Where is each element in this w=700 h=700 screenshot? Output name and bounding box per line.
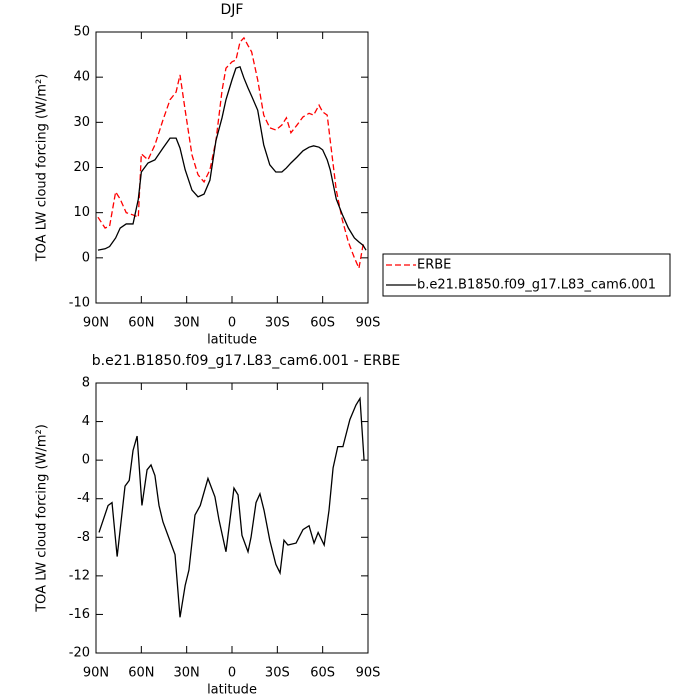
y-tick-label: 0 <box>82 453 90 468</box>
x-tick-label: 60N <box>128 316 154 331</box>
plot-frame <box>95 382 369 654</box>
x-tick-label: 90S <box>356 316 381 331</box>
y-tick-label: -16 <box>69 607 90 622</box>
y-tick-label: 10 <box>73 205 90 220</box>
chart-title: b.e21.B1850.f09_g17.L83_cam6.001 - ERBE <box>92 353 400 369</box>
data-line <box>97 65 367 251</box>
y-tick-label: -10 <box>69 296 90 311</box>
y-tick-label: -12 <box>69 568 90 583</box>
x-axis-label: latitude <box>207 683 257 698</box>
x-tick-label: 30S <box>265 316 290 331</box>
legend-label: ERBE <box>417 258 451 273</box>
y-tick-label: -20 <box>69 646 90 661</box>
plot-frame <box>95 31 369 304</box>
x-tick-label: 30N <box>174 666 200 681</box>
x-axis-label: latitude <box>207 333 257 348</box>
x-tick-label: 30N <box>174 316 200 331</box>
x-tick-label: 0 <box>228 316 236 331</box>
x-tick-label: 0 <box>228 666 236 681</box>
y-tick-label: 4 <box>82 414 90 429</box>
y-axis-label: TOA LW cloud forcing (W/m²) <box>35 74 50 263</box>
y-tick-label: 30 <box>73 115 90 130</box>
y-tick-label: 50 <box>73 25 90 40</box>
y-tick-label: 20 <box>73 160 90 175</box>
y-axis-label: TOA LW cloud forcing (W/m²) <box>35 424 50 613</box>
x-tick-label: 90S <box>356 666 381 681</box>
x-tick-label: 60S <box>310 666 335 681</box>
chart-title: DJF <box>221 2 244 18</box>
y-tick-label: 40 <box>73 70 90 85</box>
data-line <box>98 396 365 618</box>
y-tick-label: 8 <box>82 376 90 391</box>
legend-label: b.e21.B1850.f09_g17.L83_cam6.001 <box>417 278 656 293</box>
x-tick-label: 60N <box>128 666 154 681</box>
y-tick-label: 0 <box>82 250 90 265</box>
y-tick-label: -4 <box>77 491 90 506</box>
y-tick-label: -8 <box>77 530 90 545</box>
x-tick-label: 90N <box>83 666 109 681</box>
x-tick-label: 90N <box>83 316 109 331</box>
data-line <box>97 36 367 271</box>
legend-box <box>382 253 671 297</box>
x-tick-label: 60S <box>310 316 335 331</box>
x-tick-label: 30S <box>265 666 290 681</box>
